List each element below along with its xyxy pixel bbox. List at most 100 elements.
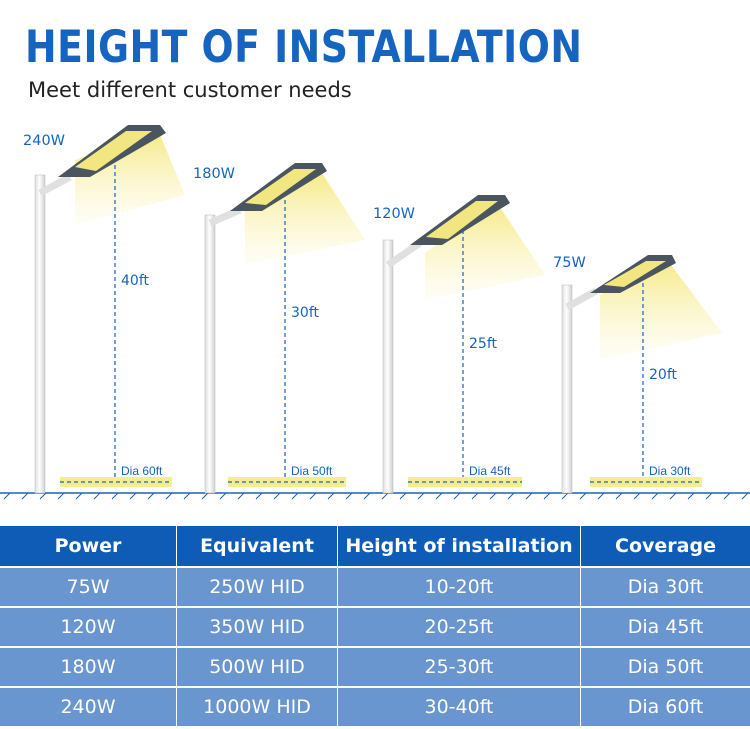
ground-hatch — [3, 492, 749, 500]
coverage-label: Dia 45ft — [469, 464, 511, 478]
hatch-mark — [417, 492, 425, 500]
coverage-label: Dia 60ft — [121, 464, 163, 478]
hatch-mark — [327, 492, 335, 500]
hatch-mark — [21, 492, 29, 500]
lamp-panel — [604, 261, 666, 287]
hatch-mark — [381, 492, 389, 500]
hatch-mark — [705, 492, 713, 500]
height-label: 30ft — [291, 305, 319, 321]
pole-arm — [386, 240, 422, 268]
height-label: 20ft — [649, 367, 677, 383]
cell-power: 120W — [0, 608, 177, 648]
table-row: 240W 1000W HID 30-40ft Dia 60ft — [0, 688, 750, 726]
cell-equivalent: 500W HID — [177, 648, 338, 688]
hatch-mark — [741, 492, 749, 500]
hatch-mark — [507, 492, 515, 500]
hatch-mark — [489, 492, 497, 500]
header-power: Power — [0, 526, 177, 568]
coverage-label: Dia 50ft — [291, 464, 333, 478]
cell-power: 180W — [0, 648, 177, 688]
watt-label: 240W — [23, 133, 65, 149]
hatch-mark — [183, 492, 191, 500]
pole-arm — [208, 206, 242, 227]
hatch-mark — [201, 492, 209, 500]
header-height: Height of installation — [338, 526, 581, 568]
watt-label: 180W — [193, 166, 235, 182]
cell-coverage: Dia 30ft — [581, 568, 750, 608]
table-row: 120W 350W HID 20-25ft Dia 45ft — [0, 608, 750, 648]
hatch-mark — [579, 492, 587, 500]
light-pole — [34, 174, 46, 494]
specs-table: Power Equivalent Height of installation … — [0, 526, 750, 726]
cell-coverage: Dia 50ft — [581, 648, 750, 688]
hatch-mark — [219, 492, 227, 500]
hatch-mark — [39, 492, 47, 500]
hatch-mark — [165, 492, 173, 500]
table-row: 75W 250W HID 10-20ft Dia 30ft — [0, 568, 750, 608]
hatch-mark — [291, 492, 299, 500]
street-light-180w: 180W 30ft Dia 50ft — [193, 163, 365, 494]
light-pole — [561, 284, 573, 494]
cell-coverage: Dia 60ft — [581, 688, 750, 726]
lamp-panel — [245, 169, 316, 205]
hatch-mark — [3, 492, 11, 500]
hatch-mark — [687, 492, 695, 500]
hatch-mark — [129, 492, 137, 500]
cell-coverage: Dia 45ft — [581, 608, 750, 648]
table-row: 180W 500W HID 25-30ft Dia 50ft — [0, 648, 750, 688]
height-label: 25ft — [469, 336, 497, 352]
hatch-mark — [453, 492, 461, 500]
cell-height: 10-20ft — [338, 568, 581, 608]
lamp-panel — [75, 131, 152, 171]
hatch-mark — [255, 492, 263, 500]
street-light-75w: 75W 20ft Dia 30ft — [553, 255, 722, 494]
pole-arm — [38, 173, 72, 197]
light-pole — [382, 239, 394, 494]
installation-illustration: 240W 40ft Dia 60ft 180W 30ft Dia 50ft 12… — [0, 125, 750, 500]
coverage-label: Dia 30ft — [649, 464, 691, 478]
watt-label: 75W — [553, 255, 586, 271]
page-subtitle: Meet different customer needs — [28, 78, 352, 102]
page-title: HEIGHT OF INSTALLATION — [25, 21, 583, 73]
table-header-row: Power Equivalent Height of installation … — [0, 526, 750, 568]
hatch-mark — [435, 492, 443, 500]
cell-equivalent: 250W HID — [177, 568, 338, 608]
hatch-mark — [633, 492, 641, 500]
pole-arm — [565, 287, 598, 311]
cell-power: 240W — [0, 688, 177, 726]
header-coverage: Coverage — [581, 526, 750, 568]
street-light-120w: 120W 25ft Dia 45ft — [373, 195, 545, 494]
hatch-mark — [651, 492, 659, 500]
cell-height: 20-25ft — [338, 608, 581, 648]
hatch-mark — [543, 492, 551, 500]
hatch-mark — [561, 492, 569, 500]
hatch-mark — [111, 492, 119, 500]
cell-height: 25-30ft — [338, 648, 581, 688]
cell-equivalent: 1000W HID — [177, 688, 338, 726]
cell-height: 30-40ft — [338, 688, 581, 726]
hatch-mark — [471, 492, 479, 500]
header-equivalent: Equivalent — [177, 526, 338, 568]
hatch-mark — [363, 492, 371, 500]
lamp-panel — [426, 201, 498, 239]
hatch-mark — [57, 492, 65, 500]
hatch-mark — [93, 492, 101, 500]
hatch-mark — [345, 492, 353, 500]
light-beam — [600, 257, 722, 360]
hatch-mark — [75, 492, 83, 500]
street-light-240w: 240W 40ft Dia 60ft — [23, 125, 185, 494]
hatch-mark — [309, 492, 317, 500]
hatch-mark — [273, 492, 281, 500]
hatch-mark — [723, 492, 731, 500]
hatch-mark — [597, 492, 605, 500]
light-beam — [425, 200, 545, 300]
watt-label: 120W — [373, 206, 415, 222]
light-pole — [204, 214, 216, 494]
hatch-mark — [615, 492, 623, 500]
hatch-mark — [399, 492, 407, 500]
hatch-mark — [237, 492, 245, 500]
hatch-mark — [669, 492, 677, 500]
cell-power: 75W — [0, 568, 177, 608]
cell-equivalent: 350W HID — [177, 608, 338, 648]
height-label: 40ft — [121, 273, 149, 289]
